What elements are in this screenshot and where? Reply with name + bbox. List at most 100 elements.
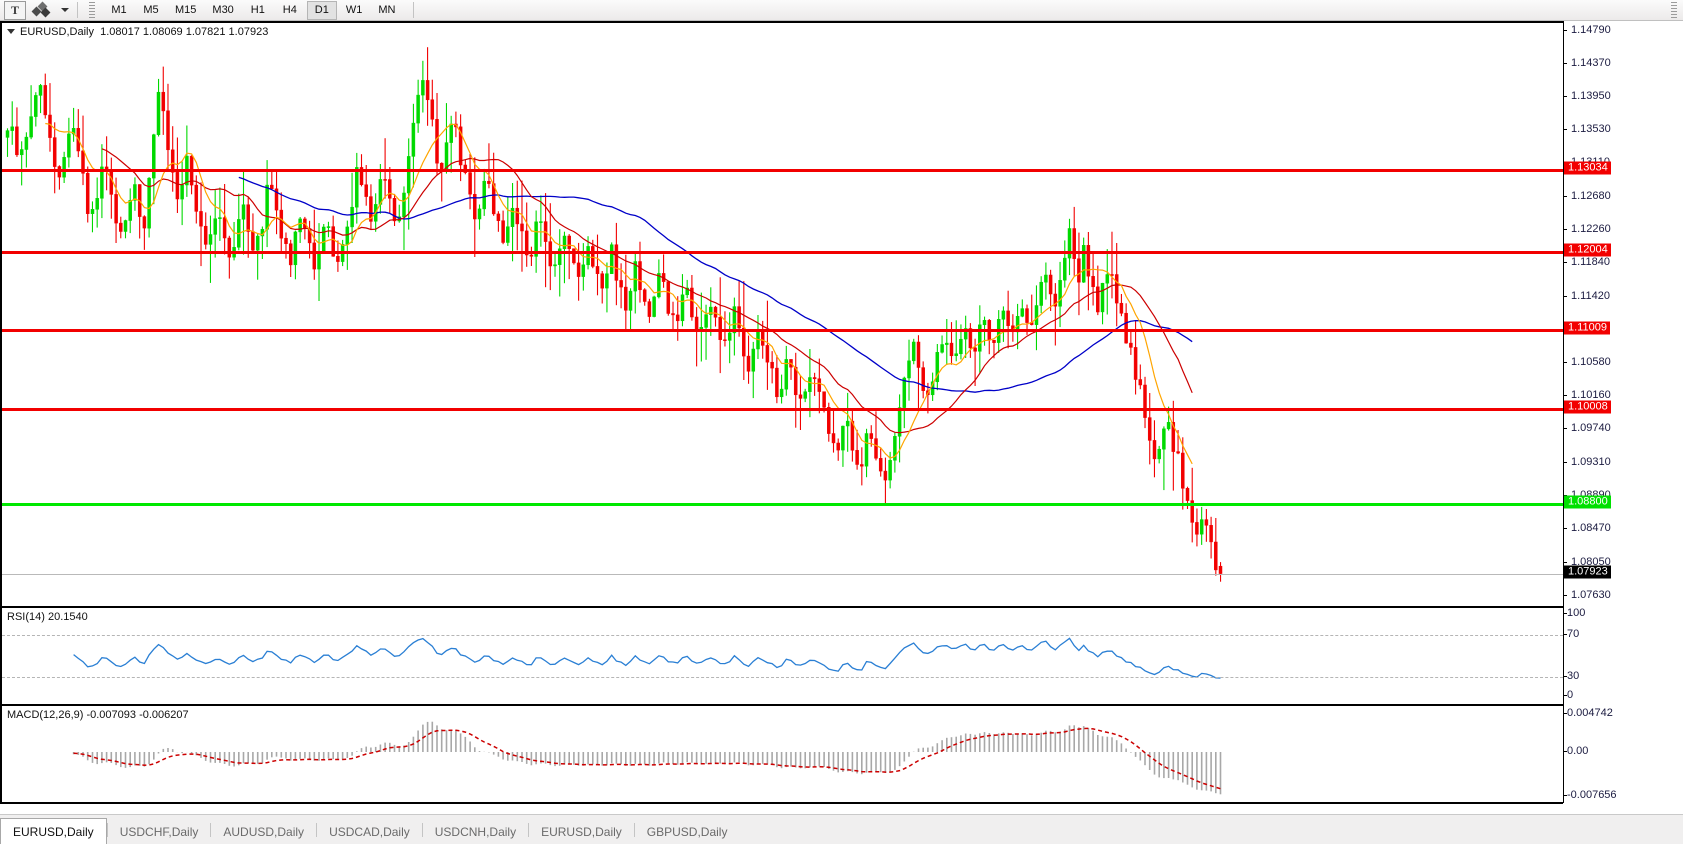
level-tag-1.10008[interactable]: 1.10008 (1564, 400, 1611, 414)
macd-pane[interactable]: MACD(12,26,9) -0.007093 -0.006207 (0, 705, 1563, 803)
timeframe-d1[interactable]: D1 (306, 0, 337, 20)
price-tick (1563, 428, 1567, 430)
timeframe-w1[interactable]: W1 (345, 4, 363, 16)
text-tool-icon[interactable]: T (4, 0, 26, 20)
chart-tabs[interactable]: EURUSD,Daily USDCHF,Daily AUDUSD,Daily USDC… (0, 814, 1683, 844)
price-tick-label: 1.12680 (1571, 190, 1611, 203)
tab-eurusd-daily[interactable]: EURUSD,Daily (0, 818, 107, 844)
tab-gbpusd-daily[interactable]: GBPUSD,Daily (646, 825, 728, 839)
tab-divider (421, 822, 423, 837)
rsi-axis-line (1563, 607, 1564, 705)
level-line-1.12004[interactable] (2, 250, 1563, 254)
price-tick-label: 1.09740 (1571, 422, 1611, 435)
macd-scale[interactable]: 0.004742 0.00 -0.007656 (1563, 705, 1683, 803)
level-tag-1.08800[interactable]: 1.08800 (1564, 495, 1611, 509)
price-tick-label: 1.14370 (1571, 56, 1611, 69)
macd-tick (1563, 751, 1567, 752)
price-tick-label: 1.10160 (1571, 389, 1611, 402)
price-tick-label: 1.08050 (1571, 555, 1611, 568)
price-tick (1563, 196, 1567, 198)
objects-list-icon[interactable] (30, 1, 54, 20)
tab-usdchf-daily[interactable]: USDCHF,Daily (119, 825, 199, 839)
chart-area[interactable]: EURUSD,Daily 1.08017 1.08069 1.07821 1.0… (0, 21, 1683, 833)
price-tick-label: 1.13530 (1571, 123, 1611, 136)
rsi-scale[interactable]: 100 70 30 0 (1563, 607, 1683, 705)
timeframe-m1[interactable]: M1 (111, 4, 127, 16)
price-scale[interactable]: 1.147901.143701.139501.135301.131101.126… (1563, 21, 1683, 607)
macd-plot[interactable] (0, 706, 1563, 802)
rsi-level-70 (2, 635, 1563, 636)
price-pane[interactable]: EURUSD,Daily 1.08017 1.08069 1.07821 1.0… (0, 21, 1563, 607)
timeframe-m30[interactable]: M30 (212, 4, 234, 16)
level-tag-1.12004[interactable]: 1.12004 (1564, 243, 1611, 257)
rsi-tick (1563, 695, 1567, 696)
toolbar-grip-right[interactable] (1671, 2, 1677, 18)
price-tick (1563, 561, 1567, 563)
toolbar-divider-2 (413, 2, 415, 18)
level-line-1.08800[interactable] (2, 503, 1563, 507)
level-line-1.11009[interactable] (2, 329, 1563, 333)
macd-tick-label: 0.00 (1567, 745, 1589, 757)
collapse-caret-icon[interactable] (7, 28, 15, 34)
rsi-tick-label: 70 (1567, 628, 1580, 640)
tab-divider (210, 822, 212, 837)
price-tick (1563, 295, 1567, 297)
tab-eurusd-daily[interactable]: EURUSD,Daily (541, 825, 622, 839)
rsi-level-30 (2, 677, 1563, 678)
level-tag-1.11009[interactable]: 1.11009 (1564, 321, 1610, 335)
price-tick (1563, 262, 1567, 264)
tab-divider (528, 822, 530, 837)
price-tick-label: 1.08470 (1571, 522, 1611, 535)
macd-tick-label: -0.007656 (1567, 789, 1617, 801)
price-tick (1563, 129, 1567, 131)
price-tick (1563, 229, 1567, 231)
tab-usdcad-daily[interactable]: USDCAD,Daily (329, 825, 410, 839)
rsi-line (73, 637, 1221, 679)
ohlc-values: 1.08017 1.08069 1.07821 1.07923 (100, 26, 269, 38)
chart-toolbar: T M1 M5 M15 M30 H1 H4 D1 W1 MN (0, 0, 1683, 21)
rsi-plot[interactable] (0, 608, 1563, 704)
rsi-pane[interactable]: RSI(14) 20.1540 (0, 607, 1563, 705)
price-axis-line (1563, 21, 1564, 607)
chevron-down-icon[interactable] (58, 1, 72, 20)
level-line-1.10008[interactable] (2, 408, 1563, 412)
price-tick (1563, 462, 1567, 464)
rsi-tick-label: 30 (1567, 670, 1580, 682)
rsi-tick (1563, 676, 1567, 677)
tab-audusd-daily[interactable]: AUDUSD,Daily (223, 825, 305, 839)
price-tick (1563, 29, 1567, 31)
price-tick-label: 1.13950 (1571, 89, 1611, 102)
price-tick (1563, 62, 1567, 64)
rsi-tick-label: 100 (1567, 607, 1586, 619)
tab-usdcnh-daily[interactable]: USDCNH,Daily (434, 825, 517, 839)
timeframe-m5[interactable]: M5 (143, 4, 159, 16)
timeframe-h4[interactable]: H4 (282, 4, 297, 16)
price-tick (1563, 395, 1567, 397)
price-tick (1563, 361, 1567, 363)
tab-divider (316, 822, 318, 837)
price-tick-label: 1.07630 (1571, 588, 1611, 601)
timeframe-group: M1 M5 M15 M30 H1 H4 D1 W1 MN (103, 0, 403, 20)
toolbar-grip[interactable] (89, 2, 95, 18)
price-plot[interactable] (0, 23, 1563, 606)
price-tick (1563, 528, 1567, 530)
rsi-left-border (0, 608, 2, 704)
rsi-pane-label: RSI(14) 20.1540 (7, 611, 88, 623)
price-tick-label: 1.12260 (1571, 223, 1611, 236)
timeframe-mn[interactable]: MN (378, 4, 396, 16)
price-tick-label: 1.11420 (1571, 289, 1610, 302)
price-tick-label: 1.10580 (1571, 355, 1611, 368)
pane-left-border (0, 23, 2, 606)
timeframe-m15[interactable]: M15 (175, 4, 197, 16)
current-price-tag: 1.07923 (1564, 565, 1611, 579)
level-tag-1.13034[interactable]: 1.13034 (1564, 161, 1611, 175)
timeframe-h1[interactable]: H1 (250, 4, 265, 16)
rsi-tick (1563, 613, 1567, 614)
price-tick-label: 1.14790 (1571, 23, 1611, 36)
price-tick (1563, 594, 1567, 596)
symbol-label: EURUSD,Daily (20, 26, 94, 38)
price-tick-label: 1.09310 (1571, 456, 1611, 469)
level-line-1.13034[interactable] (2, 169, 1563, 173)
price-pane-label: EURUSD,Daily 1.08017 1.08069 1.07821 1.0… (7, 26, 268, 38)
